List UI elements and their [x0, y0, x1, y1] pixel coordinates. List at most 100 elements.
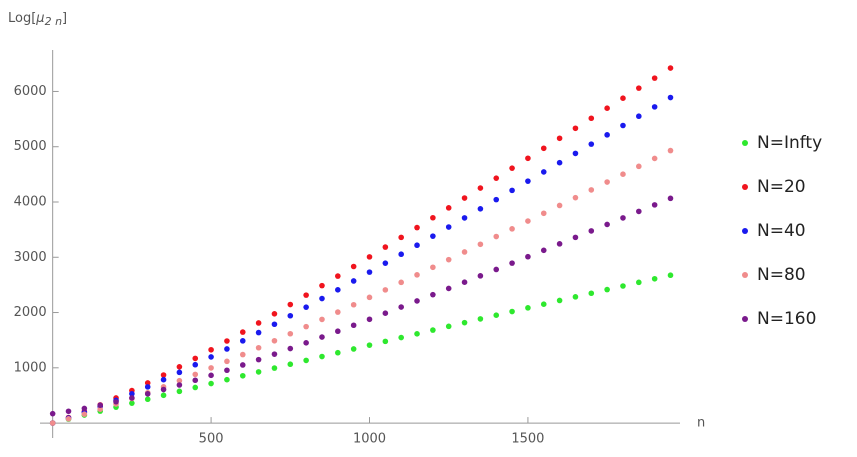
point	[144, 380, 151, 386]
point	[636, 279, 642, 286]
point	[604, 179, 610, 185]
point	[255, 329, 262, 336]
point	[477, 316, 484, 322]
point	[255, 356, 262, 363]
point	[461, 195, 468, 201]
point	[144, 391, 151, 397]
point	[461, 319, 468, 326]
point	[239, 338, 246, 344]
point	[461, 215, 468, 221]
point	[224, 358, 230, 365]
point	[81, 411, 88, 417]
point	[651, 104, 658, 110]
point	[525, 305, 531, 311]
point	[160, 376, 167, 383]
point	[97, 406, 103, 413]
point	[509, 308, 515, 315]
point	[667, 147, 674, 154]
point	[192, 361, 199, 368]
point	[382, 338, 389, 345]
point	[319, 295, 325, 302]
point	[636, 163, 642, 170]
point	[398, 279, 404, 286]
point	[588, 115, 595, 122]
point	[509, 187, 515, 194]
point	[430, 291, 436, 298]
y-axis-label: Log[μ2 n]	[8, 11, 67, 29]
point	[192, 384, 199, 391]
point	[588, 228, 595, 234]
point	[335, 328, 341, 335]
point	[572, 234, 579, 241]
point	[224, 376, 230, 383]
point	[414, 242, 420, 249]
point	[239, 351, 246, 358]
point	[588, 141, 595, 147]
point	[366, 342, 373, 348]
point	[604, 132, 610, 138]
point	[208, 354, 214, 360]
point	[525, 178, 531, 184]
point	[287, 312, 294, 319]
point	[604, 286, 610, 293]
point	[620, 95, 626, 101]
x-tick-label: 1000	[353, 432, 386, 447]
point	[493, 233, 500, 240]
point	[239, 329, 246, 335]
point	[208, 365, 214, 371]
point	[192, 371, 199, 378]
y-label-symbol: μ	[35, 11, 44, 26]
point	[461, 249, 468, 255]
point	[271, 321, 278, 328]
point	[208, 372, 214, 379]
legend-label: N=20	[757, 177, 806, 197]
point	[398, 334, 404, 341]
point	[477, 241, 484, 248]
point	[540, 301, 547, 307]
point	[366, 254, 373, 260]
point	[445, 224, 452, 230]
point	[350, 322, 357, 329]
point	[319, 282, 325, 289]
point	[493, 266, 500, 273]
point	[509, 165, 515, 171]
point	[540, 247, 547, 254]
point	[192, 377, 199, 384]
point	[287, 301, 294, 308]
legend-marker	[742, 228, 748, 234]
point	[335, 273, 341, 279]
point	[461, 279, 468, 285]
point	[319, 316, 325, 323]
legend-marker	[742, 140, 748, 146]
point	[604, 221, 610, 228]
y-tick-label: 2000	[14, 305, 47, 320]
point	[176, 382, 183, 388]
point	[287, 330, 294, 337]
point	[398, 304, 404, 310]
point	[224, 346, 230, 352]
point	[636, 208, 642, 215]
point	[414, 298, 420, 304]
point	[129, 395, 135, 401]
point	[667, 272, 674, 279]
point	[667, 65, 674, 71]
point	[414, 272, 420, 278]
legend-marker	[742, 184, 748, 190]
point	[509, 260, 515, 266]
point	[651, 155, 658, 162]
legend-label: N=Infty	[757, 133, 822, 153]
point	[224, 338, 230, 344]
y-tick-label: 4000	[14, 194, 47, 209]
point	[303, 292, 309, 298]
x-axis-label: n	[697, 416, 705, 431]
point	[477, 205, 484, 212]
point	[445, 205, 452, 211]
point	[97, 402, 103, 409]
point	[620, 171, 626, 177]
point	[160, 372, 167, 378]
point	[636, 113, 642, 120]
point	[620, 122, 626, 129]
point	[540, 169, 547, 175]
point	[350, 263, 357, 270]
point	[129, 400, 135, 406]
